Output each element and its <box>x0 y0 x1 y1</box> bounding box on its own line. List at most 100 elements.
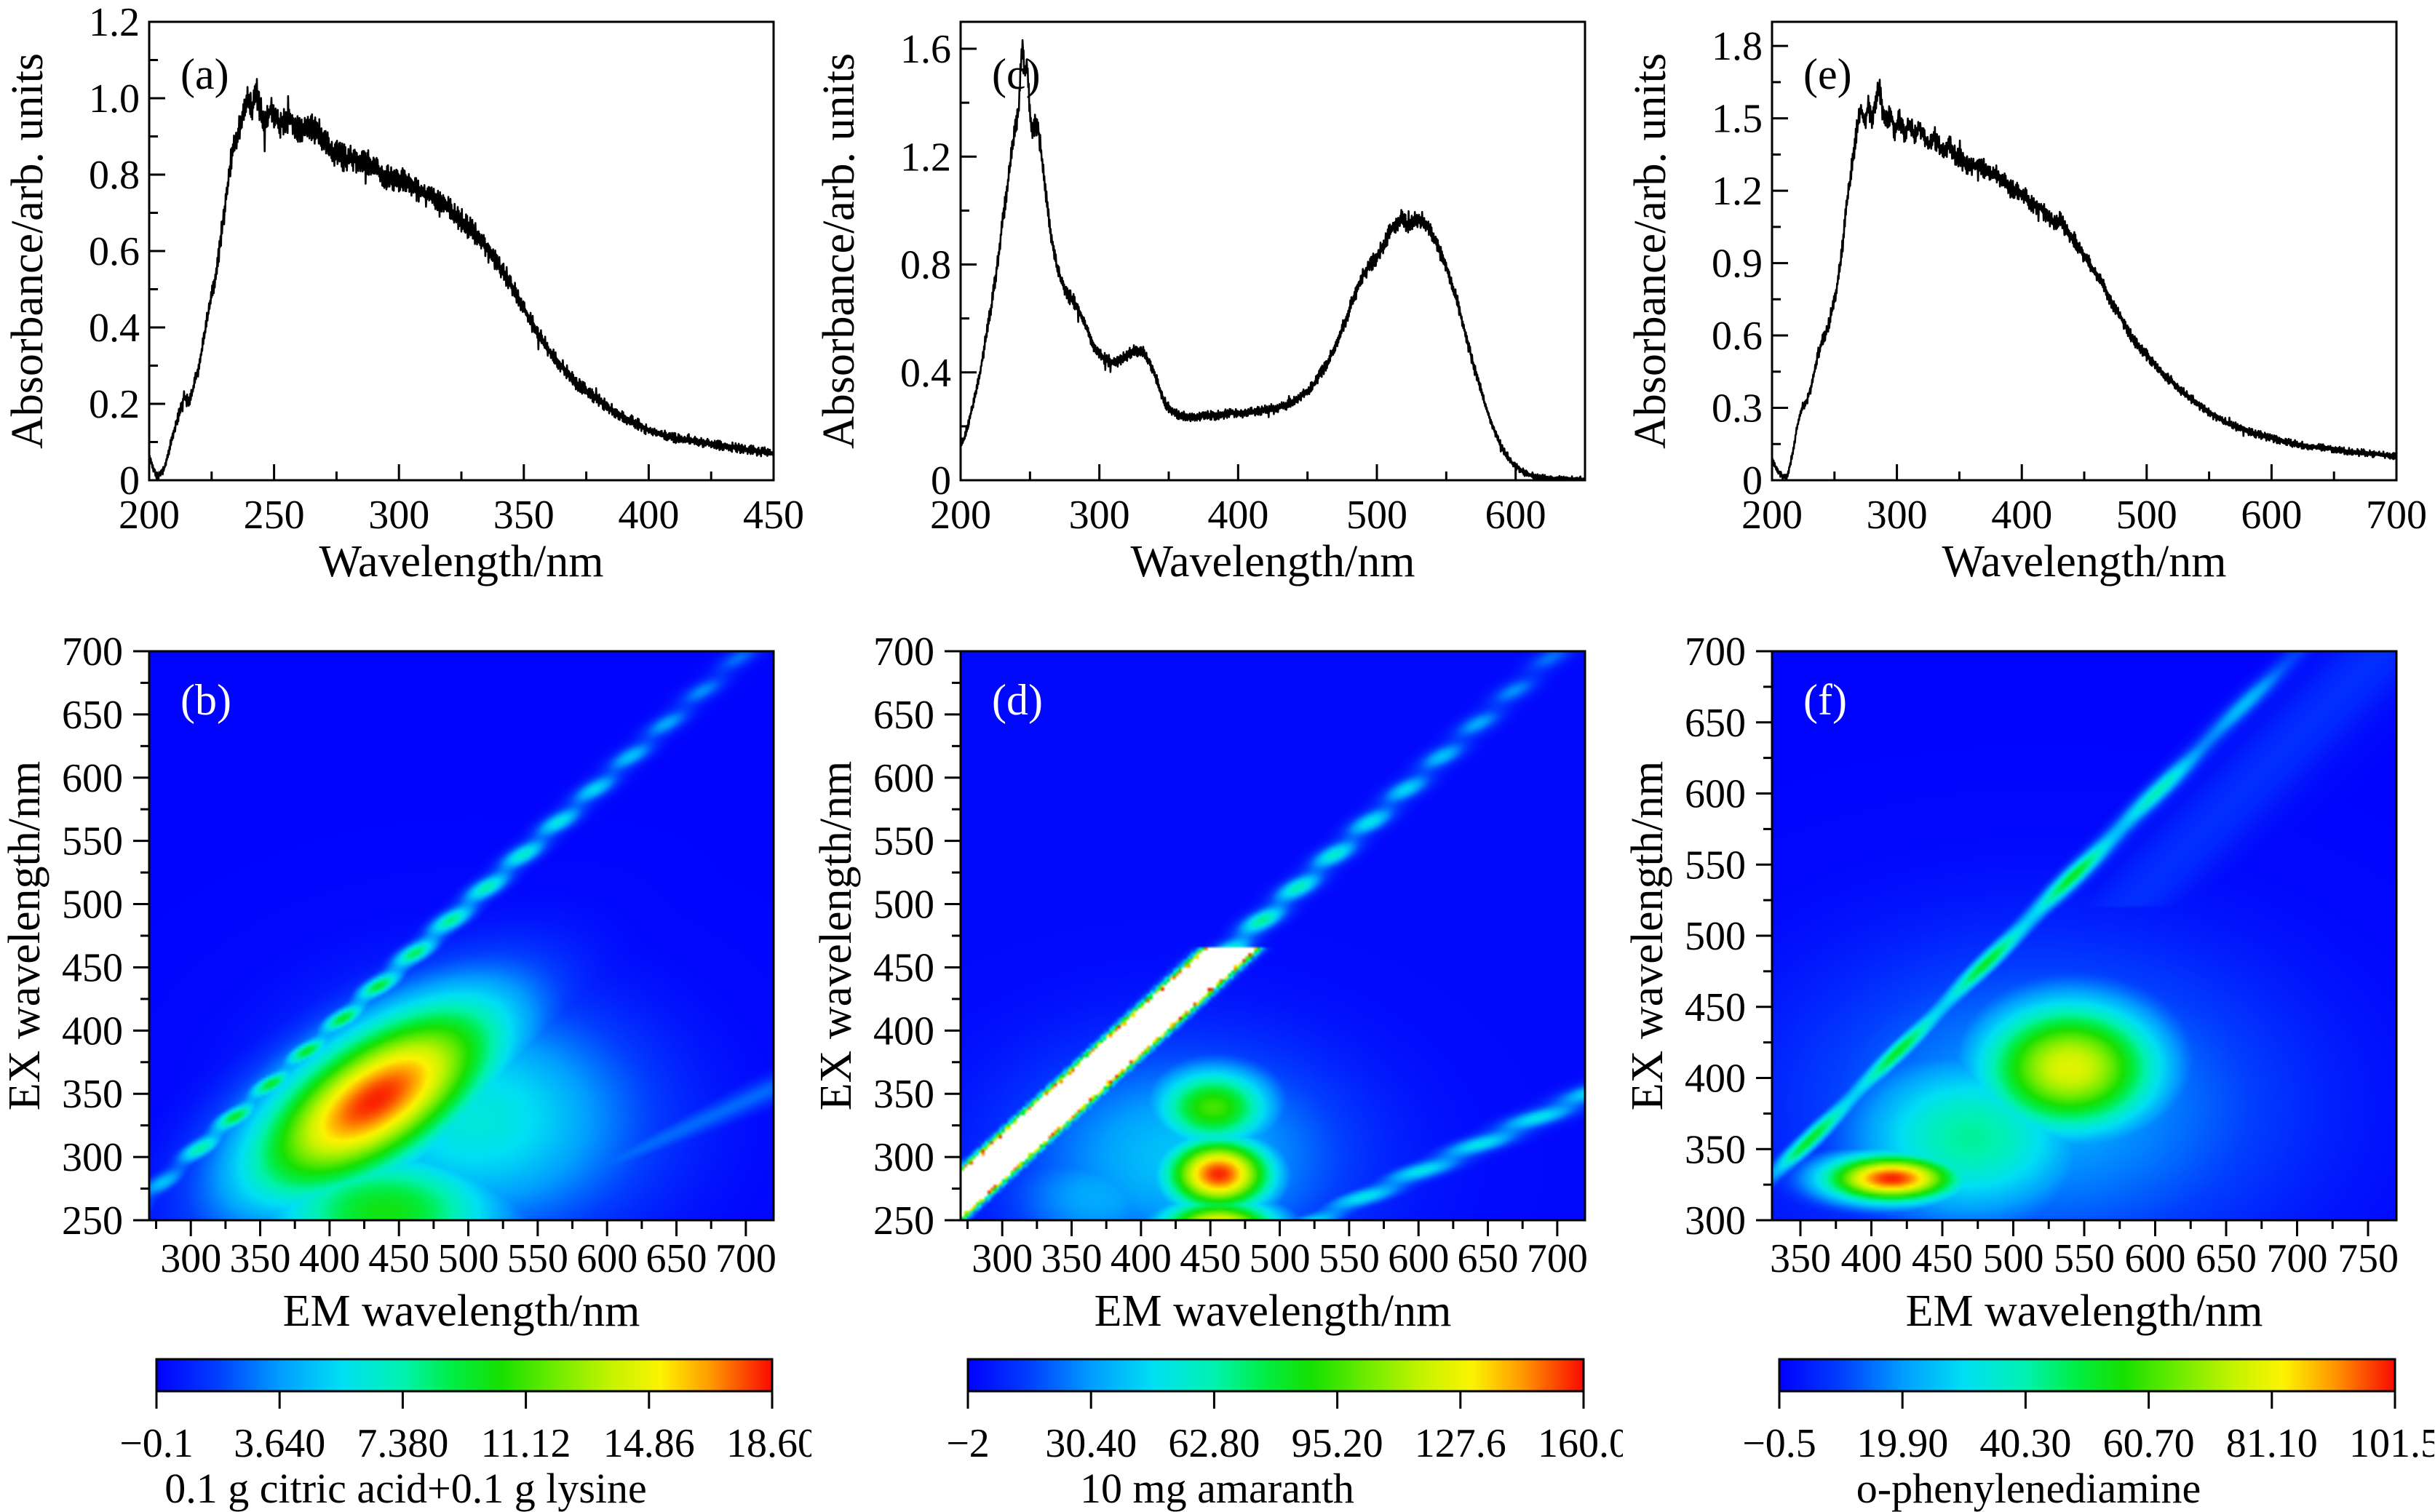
x-tick-label: 450 <box>1912 1236 1973 1281</box>
x-tick-label: 400 <box>299 1236 360 1281</box>
colorbar-tick-label: −0.1 <box>119 1421 194 1466</box>
absorbance-chart-c: 200 300 400 500 600 0 0.4 0.8 1.2 1.6 (c) Wavelengt… <box>814 20 1586 586</box>
colorbar-tick-label: 62.80 <box>1168 1421 1260 1466</box>
y-tick-label: 0 <box>931 458 951 504</box>
y-tick-label: 250 <box>873 1198 934 1244</box>
x-tick-label: 600 <box>576 1236 637 1281</box>
y-axis-label: Absorbance/arb. units <box>814 53 864 449</box>
y-tick-label: 600 <box>1685 772 1746 817</box>
colorbar-tick-label: 101.5 <box>2349 1421 2434 1466</box>
panel-letter: (e) <box>1803 50 1852 98</box>
y-tick-label: 0.8 <box>900 243 951 288</box>
sample-caption: 0.1 g citric acid+0.1 g lysine <box>164 1465 647 1512</box>
x-axis-label: EM wavelength/nm <box>1095 1286 1452 1336</box>
x-tick-label: 500 <box>2116 493 2177 538</box>
y-tick-label: 0.4 <box>89 306 140 351</box>
y-tick-label: 500 <box>873 883 934 928</box>
y-tick-label: 400 <box>62 1008 123 1054</box>
y-tick-label: 700 <box>1685 629 1746 675</box>
x-tick-label: 550 <box>507 1236 568 1281</box>
x-tick-label: 450 <box>1180 1236 1241 1281</box>
absorbance-chart-a: 200 250 300 350 400 450 0 0.2 0.4 0.6 0.8 1.0 1.2 (a)… <box>3 0 804 586</box>
y-tick-label: 0.9 <box>1712 242 1763 287</box>
colorbar-tick-label: 30.40 <box>1045 1421 1137 1466</box>
x-tick-label: 700 <box>715 1236 776 1281</box>
x-tick-label: 400 <box>1991 493 2052 538</box>
y-tick-label: 400 <box>873 1008 934 1054</box>
axes <box>133 650 775 1236</box>
y-tick-label: 0.4 <box>900 351 951 396</box>
x-tick-label: 600 <box>1388 1236 1449 1281</box>
panel-letter: (c) <box>992 50 1041 98</box>
y-tick-label: 1.0 <box>89 76 140 122</box>
x-tick-label: 450 <box>743 493 804 538</box>
y-tick-label: 650 <box>1685 701 1746 746</box>
y-tick-label: 600 <box>62 756 123 801</box>
x-tick-label: 550 <box>2054 1236 2115 1281</box>
absorbance-panel-a: 200 250 300 350 400 450 0 0.2 0.4 0.6 0.8 1.0 1.2 (a)… <box>0 0 811 589</box>
spectrum-curve <box>961 39 1584 480</box>
x-tick-label: 300 <box>1867 493 1928 538</box>
y-tick-label: 550 <box>62 819 123 864</box>
eem-axes-f: 350 400 450 500 550 600 650 700 7503003504004505… <box>1623 629 2434 1466</box>
x-tick-label: 350 <box>230 1236 291 1281</box>
eem-heatmap-d <box>961 652 1584 1219</box>
y-tick-label: 350 <box>1685 1127 1746 1172</box>
y-axis-label: EX wavelength/nm <box>811 761 861 1110</box>
x-tick-label: 500 <box>438 1236 499 1281</box>
colorbar-tick-label: 11.12 <box>481 1421 571 1466</box>
tick-labels: 200 250 300 350 400 450 0 0.2 0.4 0.6 0.8 1.0 1.2 <box>89 0 804 538</box>
y-tick-label: 500 <box>62 883 123 928</box>
panel-letter: (d) <box>992 676 1043 724</box>
colorbar-tick-label: 18.60 <box>726 1421 811 1466</box>
axes <box>1771 20 2398 482</box>
spectrum-curve <box>1773 79 2396 480</box>
eem-axes-b: 300 350 400 450 500 550 600 650 7002503003504004… <box>0 629 811 1466</box>
colorbar-gradient-f <box>1779 1359 2395 1391</box>
eem-panel-b: 300 350 400 450 500 550 600 650 700 250 300 350 400 4… <box>0 589 811 1511</box>
colorbar-tick-label: −0.5 <box>1742 1421 1816 1466</box>
y-tick-label: 0.6 <box>1712 314 1763 359</box>
y-tick-label: 300 <box>873 1135 934 1180</box>
x-tick-label: 650 <box>646 1236 707 1281</box>
colorbar-tick-label: 127.6 <box>1415 1421 1506 1466</box>
y-tick-label: 0.3 <box>1712 386 1763 431</box>
x-tick-label: 350 <box>1770 1236 1831 1281</box>
tick-labels: 200 300 400 500 600 700 0 0.3 0.6 0.9 1.2 1.5 1.8 <box>1712 24 2427 538</box>
y-tick-label: 1.2 <box>89 0 140 45</box>
axes <box>1756 650 2398 1236</box>
tick-labels: 200 300 400 500 600 0 0.4 0.8 1.2 1.6 <box>900 27 1546 538</box>
y-tick-label: 1.8 <box>1712 24 1763 69</box>
panel-column-2: 200 300 400 500 600 0 0.4 0.8 1.2 1.6 (c) Wavelengt… <box>811 0 1623 1511</box>
y-tick-label: 0 <box>119 458 140 504</box>
sample-caption: 10 mg amaranth <box>1080 1465 1354 1512</box>
y-tick-label: 400 <box>1685 1057 1746 1102</box>
x-tick-label: 600 <box>2241 493 2302 538</box>
absorbance-panel-c: 200 300 400 500 600 0 0.4 0.8 1.2 1.6 (c) Wavelengt… <box>811 0 1623 589</box>
y-axis-label: Absorbance/arb. units <box>3 53 52 449</box>
colorbar-tick-label: 14.86 <box>603 1421 695 1466</box>
y-tick-label: 0.8 <box>89 153 140 198</box>
x-tick-label: 650 <box>1458 1236 1519 1281</box>
x-tick-label: 300 <box>368 493 429 538</box>
y-axis-label: EX wavelength/nm <box>1623 761 1672 1110</box>
panel-letter: (a) <box>180 50 229 98</box>
axes <box>945 650 1586 1236</box>
x-tick-label: 450 <box>368 1236 429 1281</box>
x-tick-label: 750 <box>2337 1236 2399 1281</box>
x-tick-label: 300 <box>1069 493 1130 538</box>
colorbar-tick-label: 19.90 <box>1856 1421 1948 1466</box>
y-tick-label: 450 <box>1685 985 1746 1030</box>
eem-axes-d: 300 350 400 450 500 550 600 650 7002503003504004… <box>811 629 1623 1466</box>
colorbar-gradient-d <box>968 1359 1584 1391</box>
x-tick-label: 400 <box>1207 493 1268 538</box>
colorbar: −0.1 3.640 7.380 11.12 14.86 18.60 <box>119 1358 811 1466</box>
x-tick-label: 350 <box>1041 1236 1103 1281</box>
spectrum-curve <box>150 78 773 480</box>
y-tick-label: 300 <box>1685 1198 1746 1244</box>
absorbance-chart-e: 200 300 400 500 600 700 0 0.3 0.6 0.9 1.2 1.5 1.8 (e)… <box>1626 20 2427 586</box>
x-tick-label: 300 <box>972 1236 1033 1281</box>
x-tick-label: 400 <box>1111 1236 1172 1281</box>
y-tick-label: 1.5 <box>1712 97 1763 142</box>
